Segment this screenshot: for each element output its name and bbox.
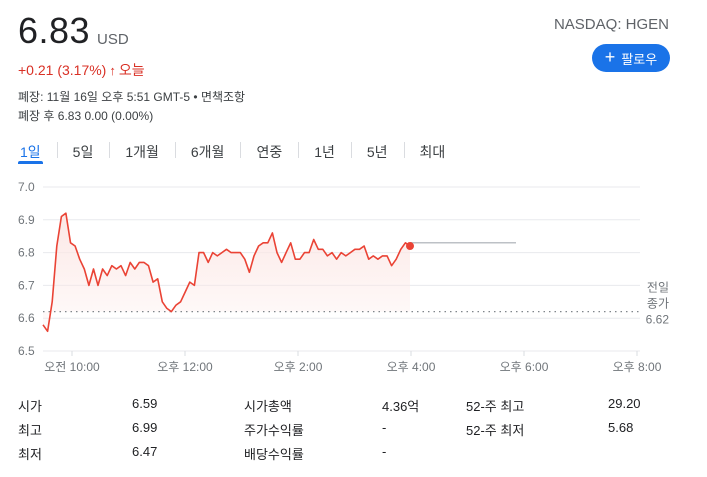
x-tick-label: 오후 12:00 — [157, 360, 213, 374]
follow-label: 팔로우 — [621, 51, 658, 67]
stat-value: 6.47 — [132, 444, 158, 459]
stat-value: 6.99 — [132, 420, 158, 435]
y-tick-label: 6.5 — [18, 344, 35, 358]
stat-label: 시가총액 — [244, 399, 292, 414]
after-hours-info: 폐장 후 6.83 0.00 (0.00%) — [18, 109, 154, 123]
stat-value: - — [382, 444, 387, 459]
current-price-dot — [406, 242, 414, 251]
currency-label: USD — [97, 31, 129, 48]
tab-5d[interactable]: 5일 — [56, 140, 110, 164]
y-tick-label: 6.7 — [18, 278, 35, 292]
tab-6m[interactable]: 6개월 — [174, 140, 241, 164]
y-tick-label: 6.9 — [18, 213, 35, 227]
stat-label: 주가수익률 — [244, 423, 304, 438]
y-tick-label: 7.0 — [18, 180, 35, 194]
y-tick-label: 6.8 — [18, 246, 35, 260]
stat-label: 52-주 최저 — [466, 423, 525, 438]
x-tick-label: 오후 2:00 — [274, 360, 323, 374]
stat-value: 29.20 — [608, 396, 641, 411]
tab-ytd[interactable]: 연중 — [240, 140, 298, 164]
y-tick-label: 6.6 — [18, 311, 35, 325]
change-value: +0.21 (3.17%) — [18, 62, 107, 78]
stat-label: 최저 — [18, 447, 42, 462]
tab-1y[interactable]: 1년 — [298, 140, 351, 164]
stat-label: 최고 — [18, 423, 42, 438]
series-area — [43, 213, 410, 332]
stat-value: 6.59 — [132, 396, 158, 411]
price-chart[interactable]: 7.0 6.9 6.8 6.7 6.6 6.5 오전 10:00 오후 12:00 오후 2:0… — [0, 172, 707, 382]
price-change: +0.21 (3.17%) ↑ 오늘 — [18, 60, 145, 80]
arrow-up-icon: ↑ — [109, 62, 116, 78]
prev-close-label: 종가 — [647, 297, 669, 311]
tab-max[interactable]: 최대 — [403, 140, 462, 164]
stat-label: 배당수익률 — [244, 447, 304, 462]
stat-value: - — [382, 420, 387, 435]
prev-close-label: 전일 — [647, 281, 669, 295]
closed-info: 폐장: 11월 16일 오후 5:51 GMT-5 • 면책조항 — [18, 90, 246, 104]
prev-close-value: 6.62 — [646, 313, 670, 327]
stat-value: 4.36억 — [382, 399, 420, 414]
tab-1d[interactable]: 1일 — [18, 140, 57, 164]
follow-button[interactable]: + 팔로우 — [592, 44, 670, 72]
tab-1m[interactable]: 1개월 — [109, 140, 175, 164]
stat-label: 시가 — [18, 399, 42, 414]
x-tick-label: 오후 8:00 — [613, 360, 662, 374]
plus-icon: + — [604, 47, 616, 67]
x-tick-label: 오후 6:00 — [500, 360, 549, 374]
range-tabs: 1일 5일 1개월 6개월 연중 1년 5년 최대 — [18, 140, 461, 164]
x-tick-label: 오전 10:00 — [44, 360, 100, 374]
stat-label: 52-주 최고 — [466, 399, 525, 414]
exchange-ticker: NASDAQ: HGEN — [553, 16, 669, 33]
series-line — [42, 212, 411, 333]
x-tick-label: 오후 4:00 — [387, 360, 436, 374]
tab-5y[interactable]: 5년 — [350, 140, 404, 164]
current-price: 6.83 — [18, 10, 91, 51]
change-period: 오늘 — [118, 62, 145, 78]
stat-value: 5.68 — [608, 420, 634, 435]
